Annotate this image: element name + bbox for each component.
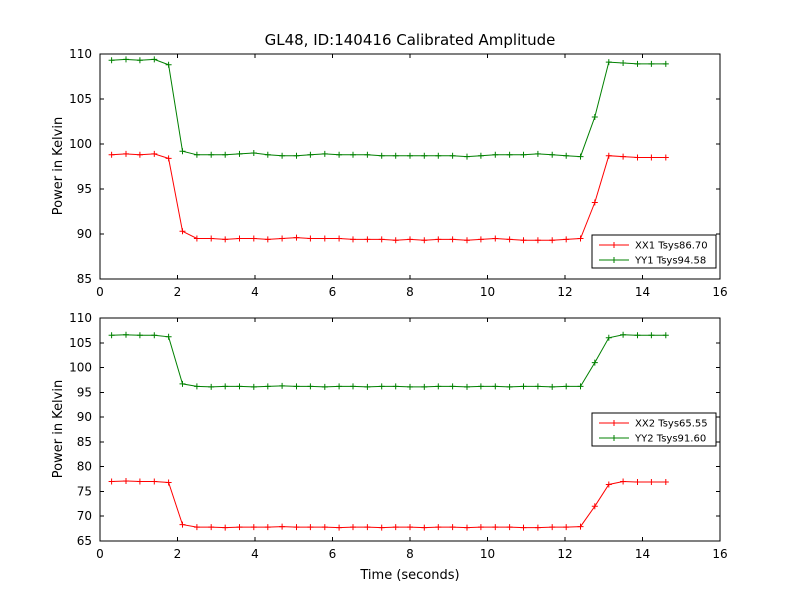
legend-box [591,234,717,269]
x-tick-label: 4 [251,285,259,299]
legend-sample-line [599,435,629,441]
y-tick-label: 70 [77,509,92,523]
y-tick-label: 85 [77,435,92,449]
series-line [111,153,666,241]
legend-entry-label: XX2 Tsys65.55 [635,419,708,430]
x-tick-label: 16 [712,285,727,299]
x-tick-label: 6 [329,285,337,299]
axis-ticks [99,53,721,280]
legend-entry-label: YY1 Tsys94.58 [634,256,706,267]
x-tick-label: 0 [96,547,104,561]
x-tick-label: 2 [174,547,182,561]
x-tick-label: 6 [329,547,337,561]
legend-entry-label: YY2 Tsys91.60 [634,434,706,445]
bottom-y-axis-label: Power in Kelvin [51,380,66,478]
y-tick-label: 90 [77,410,92,424]
subplot-bottom: 0 2 4 6 8 10 12 14 16 65 70 75 80 85 90 95 100 105 110 XX2 … [69,311,728,561]
y-tick-label: 90 [77,227,92,241]
x-tick-label: 14 [635,285,650,299]
x-tick-label: 12 [557,285,572,299]
series-markers [108,331,669,390]
y-tick-label: 105 [69,92,92,106]
y-tick-label: 110 [69,47,92,61]
y-tick-label: 65 [77,534,92,548]
series-markers [108,56,669,160]
y-tick-label: 75 [77,484,92,498]
series-line [111,334,666,388]
x-tick-label: 8 [406,285,414,299]
subplot-top: 0 2 4 6 8 10 12 14 16 85 90 95 100 105 110 XX1 Tsys86.7… [69,47,728,299]
series-line [111,58,666,158]
y-tick-label: 95 [77,385,92,399]
y-tick-label: 80 [77,460,92,474]
x-tick-label: 4 [251,547,259,561]
y-tick-label: 100 [69,361,92,375]
x-tick-label: 8 [406,547,414,561]
y-tick-label: 85 [77,272,92,286]
x-tick-label: 16 [712,547,727,561]
legend-sample-line [599,257,629,263]
legend-box [591,412,717,447]
y-tick-label: 100 [69,137,92,151]
legend-sample-line [599,420,629,426]
series-line [111,480,666,529]
y-tick-label: 105 [69,336,92,350]
x-tick-label: 10 [480,285,495,299]
chart-title: GL48, ID:140416 Calibrated Amplitude [265,31,556,49]
y-tick-label: 95 [77,182,92,196]
x-tick-label: 0 [96,285,104,299]
legend-sample-line [599,242,629,248]
series-markers [108,150,669,244]
top-y-axis-label: Power in Kelvin [51,117,66,215]
y-tick-label: 110 [69,311,92,325]
x-tick-label: 2 [174,285,182,299]
legend-entry-label: XX1 Tsys86.70 [635,241,708,252]
x-tick-label: 14 [635,547,650,561]
x-tick-label: 10 [480,547,495,561]
axis-ticks [99,317,721,542]
x-axis-label: Time (seconds) [359,568,459,583]
x-tick-label: 12 [557,547,572,561]
series-markers [108,478,669,531]
